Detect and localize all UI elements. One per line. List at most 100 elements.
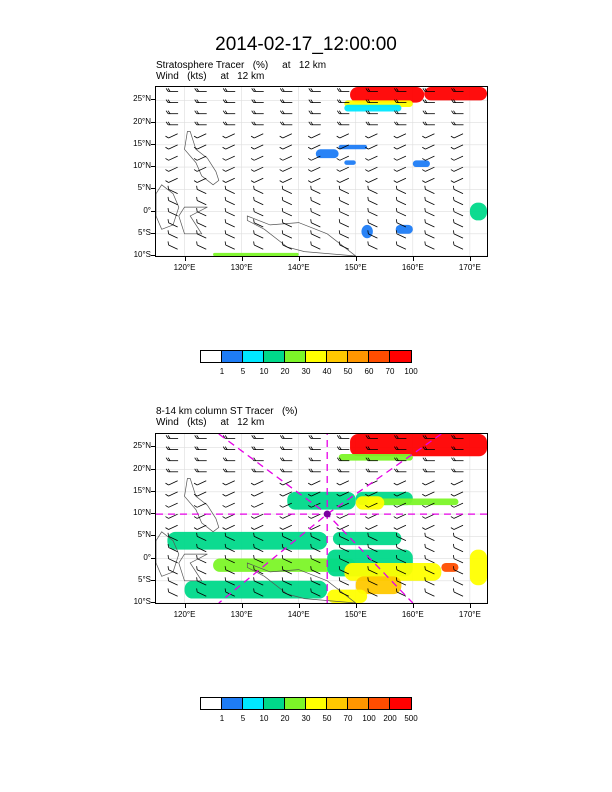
wind-barb — [279, 121, 293, 126]
y-tick — [151, 99, 156, 101]
colorbar-swatch — [222, 351, 243, 362]
x-tick — [241, 257, 243, 261]
wind-barb — [365, 121, 378, 126]
wind-barb — [394, 468, 407, 473]
colorbar-swatch — [264, 698, 285, 709]
wind-barb — [424, 543, 435, 553]
wind-barb — [310, 566, 321, 575]
colorbar-label: 20 — [280, 367, 290, 376]
x-tick-label: 160°E — [401, 263, 424, 272]
colorbar-swatch — [348, 698, 369, 709]
panel1-plot — [156, 87, 487, 256]
wind-barb — [194, 457, 207, 462]
wind-barb — [281, 208, 293, 217]
wind-barb — [424, 208, 435, 217]
wind-barb — [222, 502, 235, 508]
wind-barb — [196, 566, 207, 575]
y-tick — [151, 121, 156, 123]
wind-barb — [336, 166, 350, 172]
wind-barb — [424, 588, 435, 597]
wind-barb — [336, 99, 350, 104]
y-tick — [151, 468, 156, 470]
wind-barb — [165, 166, 178, 172]
cross-section-line — [218, 434, 442, 603]
y-tick-label: 20°N — [133, 116, 151, 126]
wind-barb — [196, 208, 207, 217]
wind-barb — [196, 241, 207, 250]
wind-barb — [222, 177, 235, 183]
coastline — [184, 478, 220, 533]
wind-barb — [310, 241, 321, 250]
wind-barb — [193, 524, 207, 530]
wind-barb — [450, 513, 464, 519]
wind-barb — [222, 446, 236, 451]
wind-barb — [281, 543, 293, 553]
wind-barb — [307, 155, 321, 161]
wind-barb — [310, 185, 321, 194]
tracer-patch — [355, 496, 385, 510]
wind-barb — [196, 185, 207, 194]
colorbar-label: 500 — [404, 714, 418, 723]
colorbar-label: 5 — [240, 714, 246, 723]
x-tick-label: 160°E — [401, 610, 424, 619]
wind-barb — [394, 121, 407, 126]
wind-barb — [393, 502, 407, 508]
x-tick — [412, 604, 414, 608]
wind-barb — [222, 166, 235, 172]
wind-barb — [165, 480, 178, 486]
wind-barb — [165, 99, 179, 104]
wind-barb — [167, 588, 178, 597]
x-tick — [412, 257, 414, 261]
wind-barb — [367, 185, 378, 194]
wind-barb — [424, 555, 435, 564]
colorbar-swatch — [285, 698, 306, 709]
wind-barb — [365, 502, 378, 508]
wind-barb — [365, 491, 378, 497]
tracer-patch — [167, 531, 328, 550]
colorbar-swatch — [243, 698, 264, 709]
wind-barb — [251, 121, 264, 126]
wind-barb — [250, 177, 264, 183]
wind-barb — [222, 513, 235, 519]
wind-barb — [307, 177, 321, 183]
wind-barb — [224, 532, 235, 541]
wind-barb — [250, 502, 264, 508]
wind-barb — [393, 491, 407, 497]
wind-barb — [279, 177, 293, 183]
wind-barb — [367, 208, 378, 217]
tracer-patch — [344, 160, 356, 165]
y-tick — [151, 255, 156, 256]
wind-barb — [310, 196, 321, 206]
y-tick-label: 10°S — [133, 597, 151, 606]
colorbar-label: 10 — [259, 714, 269, 723]
y-tick — [151, 446, 156, 448]
tracer-patch — [350, 434, 487, 457]
y-tick — [151, 188, 156, 190]
wind-barb — [365, 88, 378, 92]
wind-barb — [451, 88, 464, 92]
wind-barb — [395, 566, 407, 575]
wind-barb — [338, 577, 350, 586]
wind-barb — [194, 446, 207, 451]
colorbar-swatch — [201, 698, 222, 709]
wind-barb — [338, 241, 350, 250]
wind-barb — [308, 446, 321, 451]
y-tick-label: 25°N — [133, 441, 151, 451]
wind-barb — [194, 99, 207, 104]
wind-barb — [193, 513, 207, 519]
wind-barb — [336, 513, 350, 519]
wind-barb — [394, 457, 407, 462]
y-tick — [151, 535, 156, 537]
wind-barb — [167, 230, 178, 239]
wind-barb — [193, 166, 207, 172]
wind-barb — [196, 588, 207, 597]
colorbar-label: 200 — [383, 714, 397, 723]
wind-barb — [250, 133, 264, 139]
wind-barb — [393, 144, 407, 150]
wind-barb — [307, 480, 321, 486]
wind-barb — [193, 177, 207, 183]
wind-barb — [251, 435, 264, 439]
wind-barb — [167, 543, 178, 553]
wind-barb — [222, 133, 235, 139]
x-tick — [469, 257, 471, 261]
